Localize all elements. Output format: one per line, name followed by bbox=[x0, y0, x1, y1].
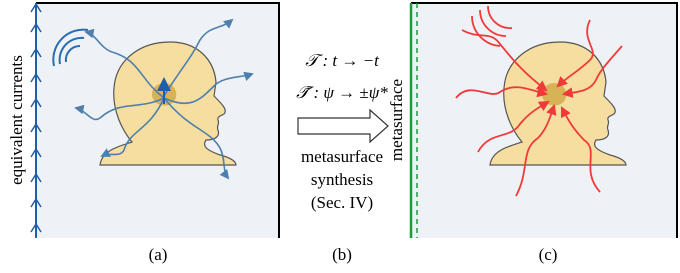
caption: (c) bbox=[539, 245, 558, 264]
figure: equivalent currents (a) 𝒯 : t → −t 𝒯̃ : … bbox=[0, 0, 680, 268]
transform-field: 𝒯̃ : ψ → ±ψ* bbox=[296, 83, 388, 102]
transform-time: 𝒯 : t → −t bbox=[305, 51, 380, 70]
process-text: synthesis bbox=[311, 170, 373, 189]
process-arrow bbox=[298, 110, 388, 142]
side-label: equivalent currents bbox=[7, 55, 26, 185]
caption: (a) bbox=[149, 245, 168, 264]
side-label: metasurface bbox=[387, 79, 406, 161]
process-text: metasurface bbox=[301, 147, 383, 166]
process-text: (Sec. IV) bbox=[311, 193, 373, 212]
caption: (b) bbox=[332, 245, 352, 264]
